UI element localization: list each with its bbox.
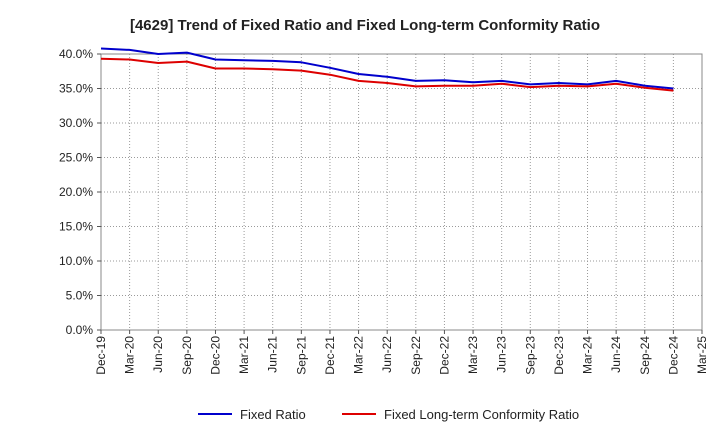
y-tick-label: 5.0% <box>66 289 94 303</box>
y-tick-label: 25.0% <box>59 151 93 165</box>
x-tick-label: Dec-21 <box>323 336 337 375</box>
x-tick-label: Jun-24 <box>609 336 623 373</box>
y-tick-label: 20.0% <box>59 185 93 199</box>
x-tick-label: Mar-22 <box>352 336 366 374</box>
x-tick-label: Dec-22 <box>437 336 451 375</box>
x-tick-label: Mar-24 <box>581 336 595 374</box>
series-line-1 <box>100 47 674 90</box>
x-tick-label: Jun-23 <box>495 336 509 373</box>
x-tick-label: Sep-22 <box>409 336 423 375</box>
y-tick-label: 30.0% <box>59 116 93 130</box>
legend-label-2: Fixed Long-term Conformity Ratio <box>384 407 579 422</box>
grid <box>101 53 702 330</box>
x-tick-label: Dec-23 <box>552 336 566 375</box>
legend-label-1: Fixed Ratio <box>240 407 306 422</box>
x-tick-label: Dec-19 <box>94 336 108 375</box>
y-tick-label: 10.0% <box>59 254 93 268</box>
series-line-2 <box>100 57 674 92</box>
x-tick-label: Mar-25 <box>695 336 709 374</box>
y-tick-label: 0.0% <box>66 323 94 337</box>
x-tick-label: Jun-22 <box>380 336 394 373</box>
x-tick-label: Dec-24 <box>666 336 680 375</box>
x-tick-label: Sep-21 <box>294 336 308 375</box>
y-tick-label: 40.0% <box>59 47 93 61</box>
x-tick-label: Sep-20 <box>180 336 194 375</box>
x-tick-label: Mar-23 <box>466 336 480 374</box>
legend: Fixed Ratio Fixed Long-term Conformity Ra… <box>198 407 579 422</box>
series-group <box>100 47 674 92</box>
x-tick-label: Dec-20 <box>208 336 222 375</box>
y-tick-label: 15.0% <box>59 220 93 234</box>
y-tick-label: 35.0% <box>59 82 93 96</box>
x-axis: Dec-19 Mar-20 Jun-20 Sep-20 Dec-20 Mar-21 Jun-… <box>94 330 709 375</box>
x-tick-label: Mar-20 <box>123 336 137 374</box>
x-tick-label: Sep-24 <box>638 336 652 375</box>
x-tick-label: Sep-23 <box>523 336 537 375</box>
x-tick-label: Jun-20 <box>151 336 165 373</box>
x-tick-label: Mar-21 <box>237 336 251 374</box>
y-axis: 0.0% 5.0% 10.0% 15.0% 20.0% 25.0% 30.0% 35.0% 40… <box>59 47 101 337</box>
x-tick-label: Jun-21 <box>266 336 280 373</box>
chart-title: [4629] Trend of Fixed Ratio and Fixed Lo… <box>130 17 600 34</box>
